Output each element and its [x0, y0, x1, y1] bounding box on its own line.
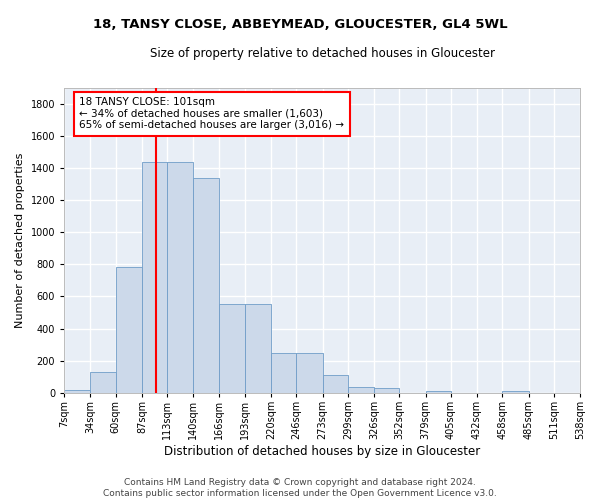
Bar [348, 387, 374, 392]
Bar [64, 390, 91, 392]
Bar [218, 304, 245, 392]
Text: 18 TANSY CLOSE: 101sqm
← 34% of detached houses are smaller (1,603)
65% of semi-: 18 TANSY CLOSE: 101sqm ← 34% of detached… [79, 97, 344, 130]
Text: Contains HM Land Registry data © Crown copyright and database right 2024.
Contai: Contains HM Land Registry data © Crown c… [103, 478, 497, 498]
Bar [502, 391, 529, 392]
Bar [374, 388, 400, 392]
X-axis label: Distribution of detached houses by size in Gloucester: Distribution of detached houses by size … [164, 444, 480, 458]
Text: 18, TANSY CLOSE, ABBEYMEAD, GLOUCESTER, GL4 5WL: 18, TANSY CLOSE, ABBEYMEAD, GLOUCESTER, … [92, 18, 508, 30]
Bar [167, 162, 193, 392]
Bar [91, 372, 116, 392]
Bar [193, 178, 218, 392]
Bar [245, 304, 271, 392]
Y-axis label: Number of detached properties: Number of detached properties [15, 152, 25, 328]
Bar [296, 352, 323, 393]
Bar [425, 391, 451, 392]
Bar [271, 352, 296, 393]
Title: Size of property relative to detached houses in Gloucester: Size of property relative to detached ho… [149, 48, 494, 60]
Bar [116, 267, 142, 392]
Bar [323, 375, 348, 392]
Bar [142, 162, 167, 392]
